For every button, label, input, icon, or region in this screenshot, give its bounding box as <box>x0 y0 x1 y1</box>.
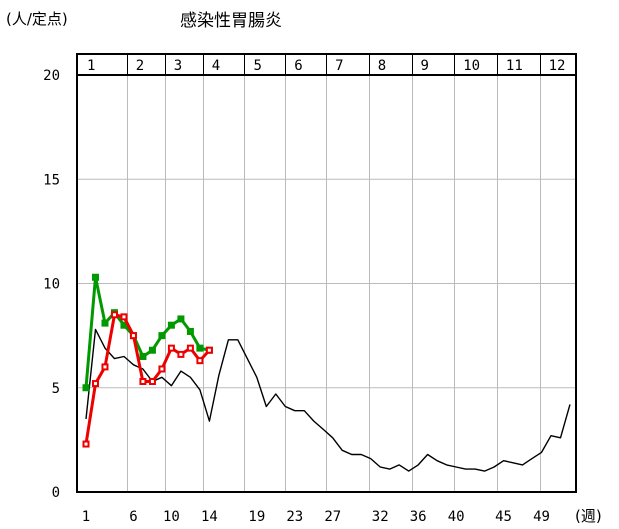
month-label: 1 <box>87 58 95 74</box>
month-label: 9 <box>421 58 429 74</box>
month-label: 3 <box>174 58 182 74</box>
month-label: 6 <box>294 58 302 74</box>
x-tick-label: 40 <box>448 509 465 525</box>
x-axis-unit-label: (週) <box>575 507 602 525</box>
x-tick-labels: 1 6 10 14 19 23 27 32 36 40 45 49 <box>82 509 550 525</box>
plot-frame <box>76 53 577 493</box>
data-point <box>120 321 128 329</box>
data-point-hole <box>131 334 135 338</box>
data-point <box>167 321 175 329</box>
month-band: 1 2 3 4 5 6 7 8 9 10 11 12 <box>77 54 576 76</box>
x-tick-label: 45 <box>495 509 512 525</box>
month-label: 11 <box>506 58 523 74</box>
data-point-hole <box>112 313 116 317</box>
data-point-hole <box>84 442 88 446</box>
series-group <box>82 311 213 448</box>
y-tick-label: 10 <box>43 277 60 293</box>
data-point-hole <box>160 367 164 371</box>
month-label: 2 <box>136 58 144 74</box>
x-tick-label: 14 <box>201 509 218 525</box>
data-point-hole <box>141 379 145 383</box>
data-point-hole <box>103 365 107 369</box>
x-tick-label: 32 <box>372 509 389 525</box>
x-tick-label: 36 <box>410 509 427 525</box>
data-point-hole <box>122 315 126 319</box>
month-label: 8 <box>378 58 386 74</box>
chart-title: 感染性胃腸炎 <box>180 11 282 31</box>
data-series <box>82 273 571 472</box>
x-tick-label: 49 <box>533 509 550 525</box>
month-label: 4 <box>212 58 220 74</box>
x-tick-label: 6 <box>129 509 137 525</box>
data-point-hole <box>150 379 154 383</box>
x-tick-label: 10 <box>163 509 180 525</box>
data-point <box>177 315 185 323</box>
data-point <box>139 352 147 360</box>
data-point-hole <box>169 346 173 350</box>
x-tick-label: 27 <box>324 509 341 525</box>
data-point <box>148 346 156 354</box>
data-point-hole <box>93 382 97 386</box>
data-point-hole <box>188 346 192 350</box>
data-point <box>82 384 90 392</box>
y-tick-labels: 0 5 10 15 20 <box>43 68 60 501</box>
y-axis-unit-label: (人/定点) <box>6 10 68 28</box>
month-label: 10 <box>463 58 480 74</box>
grid-lines <box>77 54 576 492</box>
month-label: 12 <box>549 58 566 74</box>
data-point-hole <box>207 348 211 352</box>
x-tick-label: 19 <box>248 509 265 525</box>
y-tick-label: 15 <box>43 172 60 188</box>
data-point-hole <box>179 352 183 356</box>
y-tick-label: 0 <box>52 485 60 501</box>
month-label: 5 <box>253 58 261 74</box>
series-group <box>85 328 571 472</box>
x-tick-label: 1 <box>82 509 90 525</box>
series-line <box>85 328 571 472</box>
data-point <box>158 332 166 340</box>
y-tick-label: 5 <box>52 381 60 397</box>
data-point <box>101 319 109 327</box>
data-point <box>186 327 194 335</box>
month-label: 7 <box>335 58 343 74</box>
data-point <box>91 273 99 281</box>
x-tick-label: 23 <box>286 509 303 525</box>
data-point-hole <box>198 359 202 363</box>
y-tick-label: 20 <box>43 68 60 84</box>
data-point <box>196 344 204 352</box>
